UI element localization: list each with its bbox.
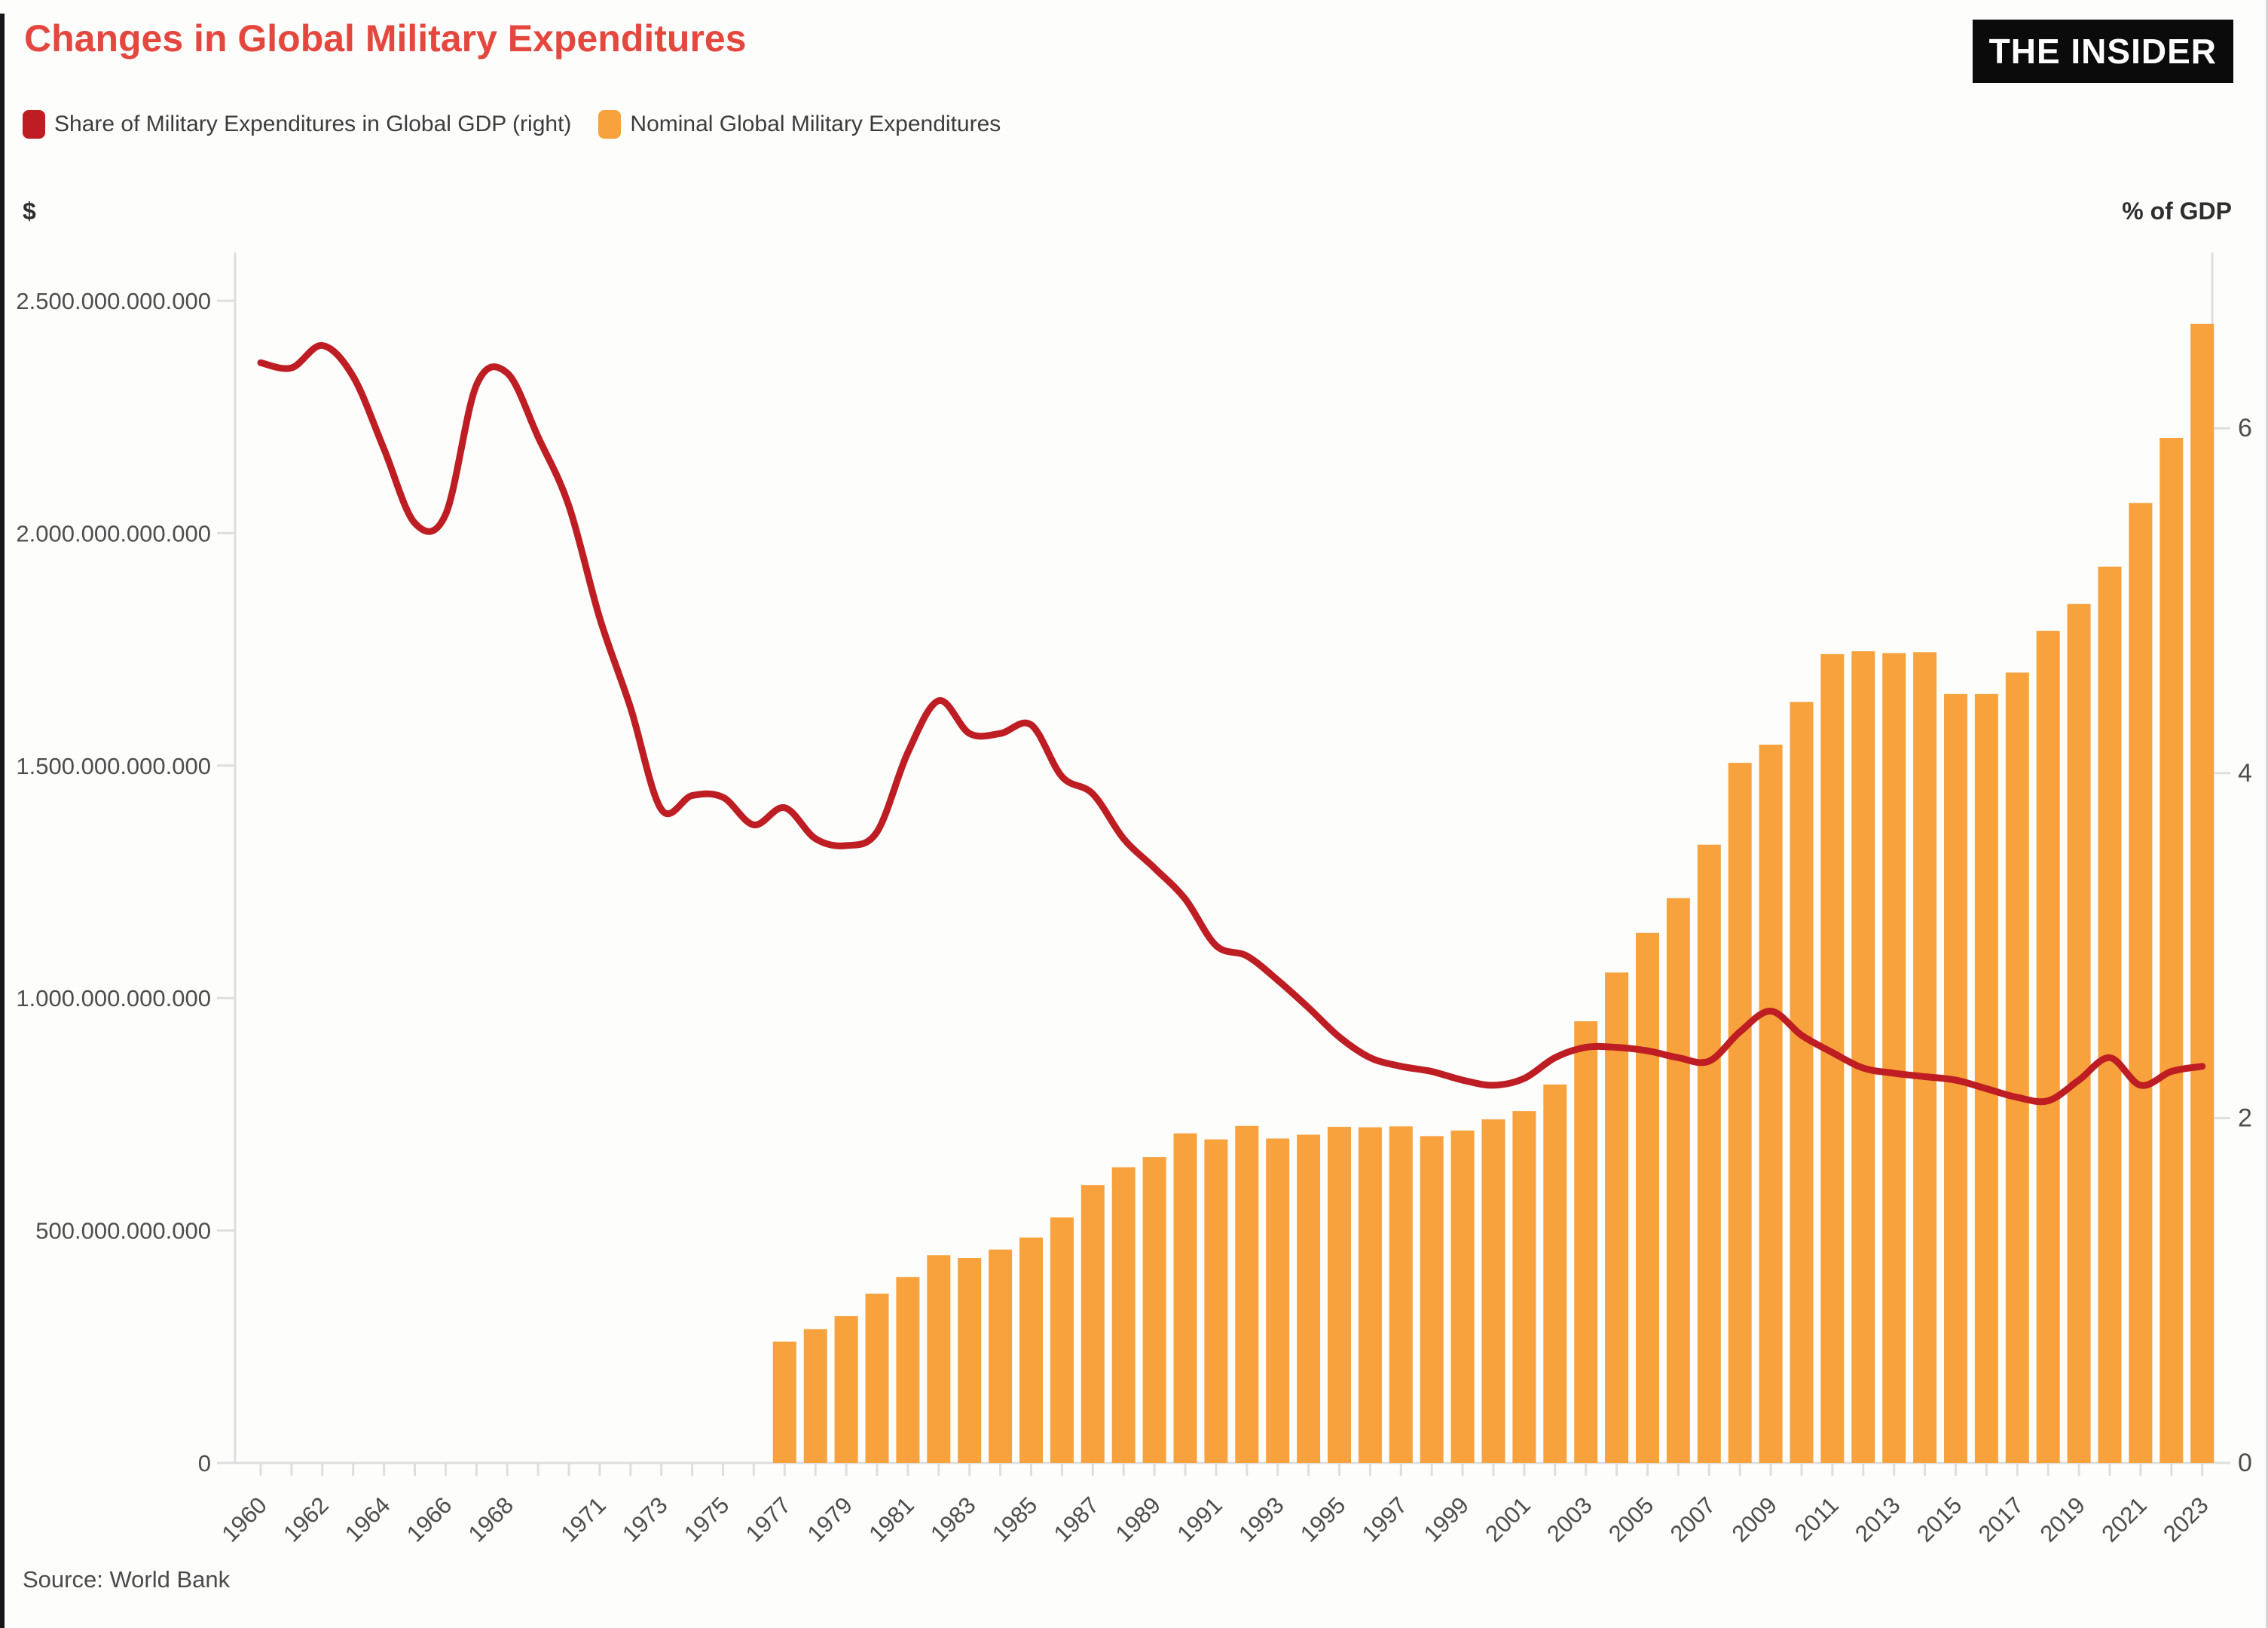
svg-text:2021: 2021 bbox=[2096, 1492, 2152, 1547]
svg-text:2015: 2015 bbox=[1912, 1492, 1967, 1547]
svg-text:1973: 1973 bbox=[617, 1492, 673, 1547]
legend-label-gdp-share: Share of Military Expenditures in Global… bbox=[54, 112, 572, 136]
svg-text:4: 4 bbox=[2238, 759, 2252, 788]
svg-text:2.000.000.000.000: 2.000.000.000.000 bbox=[16, 520, 211, 546]
svg-text:1997: 1997 bbox=[1357, 1492, 1413, 1547]
svg-text:2.500.000.000.000: 2.500.000.000.000 bbox=[16, 288, 211, 314]
svg-text:500.000.000.000: 500.000.000.000 bbox=[35, 1218, 211, 1244]
svg-text:1981: 1981 bbox=[863, 1492, 919, 1547]
svg-text:1960: 1960 bbox=[216, 1492, 272, 1547]
svg-text:1.500.000.000.000: 1.500.000.000.000 bbox=[16, 753, 211, 779]
legend-swatch-orange bbox=[598, 110, 622, 139]
svg-text:0: 0 bbox=[198, 1450, 211, 1477]
legend-item-nominal: Nominal Global Military Expenditures bbox=[598, 110, 1001, 139]
svg-text:1989: 1989 bbox=[1111, 1492, 1166, 1547]
source-note: Source: World Bank bbox=[23, 1566, 231, 1593]
svg-text:0: 0 bbox=[2238, 1449, 2252, 1477]
screenshot-right-edge bbox=[2266, 0, 2268, 1628]
svg-text:1962: 1962 bbox=[278, 1492, 334, 1547]
svg-text:2009: 2009 bbox=[1727, 1492, 1783, 1547]
legend-swatch-red bbox=[23, 110, 45, 139]
svg-text:1.000.000.000.000: 1.000.000.000.000 bbox=[16, 985, 211, 1011]
svg-text:2023: 2023 bbox=[2158, 1492, 2214, 1547]
svg-text:1975: 1975 bbox=[679, 1492, 735, 1547]
svg-text:1983: 1983 bbox=[925, 1492, 981, 1547]
svg-text:1966: 1966 bbox=[402, 1492, 457, 1547]
svg-text:2013: 2013 bbox=[1850, 1492, 1906, 1547]
svg-text:1991: 1991 bbox=[1172, 1492, 1227, 1547]
left-axis-unit-label: $ bbox=[23, 197, 36, 225]
svg-text:1968: 1968 bbox=[463, 1492, 519, 1547]
svg-text:1999: 1999 bbox=[1419, 1492, 1475, 1547]
legend-label-nominal: Nominal Global Military Expenditures bbox=[630, 112, 1001, 136]
page-title: Changes in Global Military Expenditures bbox=[24, 17, 747, 60]
svg-text:2001: 2001 bbox=[1480, 1492, 1536, 1547]
svg-text:6: 6 bbox=[2238, 414, 2252, 442]
svg-text:1971: 1971 bbox=[555, 1492, 611, 1547]
screenshot-left-edge bbox=[0, 14, 5, 1628]
right-axis-unit-label: % of GDP bbox=[2122, 197, 2232, 225]
svg-text:2007: 2007 bbox=[1665, 1492, 1721, 1547]
svg-text:2017: 2017 bbox=[1973, 1492, 2029, 1547]
svg-text:1964: 1964 bbox=[340, 1492, 396, 1547]
svg-text:1977: 1977 bbox=[741, 1492, 796, 1547]
chart-legend: Share of Military Expenditures in Global… bbox=[23, 110, 1017, 139]
svg-text:2019: 2019 bbox=[2035, 1492, 2091, 1547]
the-insider-logo: THE INSIDER bbox=[1972, 20, 2233, 83]
svg-text:1987: 1987 bbox=[1049, 1492, 1105, 1547]
svg-text:2005: 2005 bbox=[1603, 1492, 1659, 1547]
svg-text:1985: 1985 bbox=[987, 1492, 1043, 1547]
svg-text:1993: 1993 bbox=[1233, 1492, 1289, 1547]
legend-item-gdp-share: Share of Military Expenditures in Global… bbox=[23, 110, 571, 139]
svg-text:2: 2 bbox=[2238, 1103, 2252, 1132]
svg-text:1979: 1979 bbox=[802, 1492, 858, 1547]
svg-text:2003: 2003 bbox=[1542, 1492, 1597, 1547]
svg-text:1995: 1995 bbox=[1295, 1492, 1351, 1547]
svg-text:2011: 2011 bbox=[1790, 1492, 1844, 1546]
